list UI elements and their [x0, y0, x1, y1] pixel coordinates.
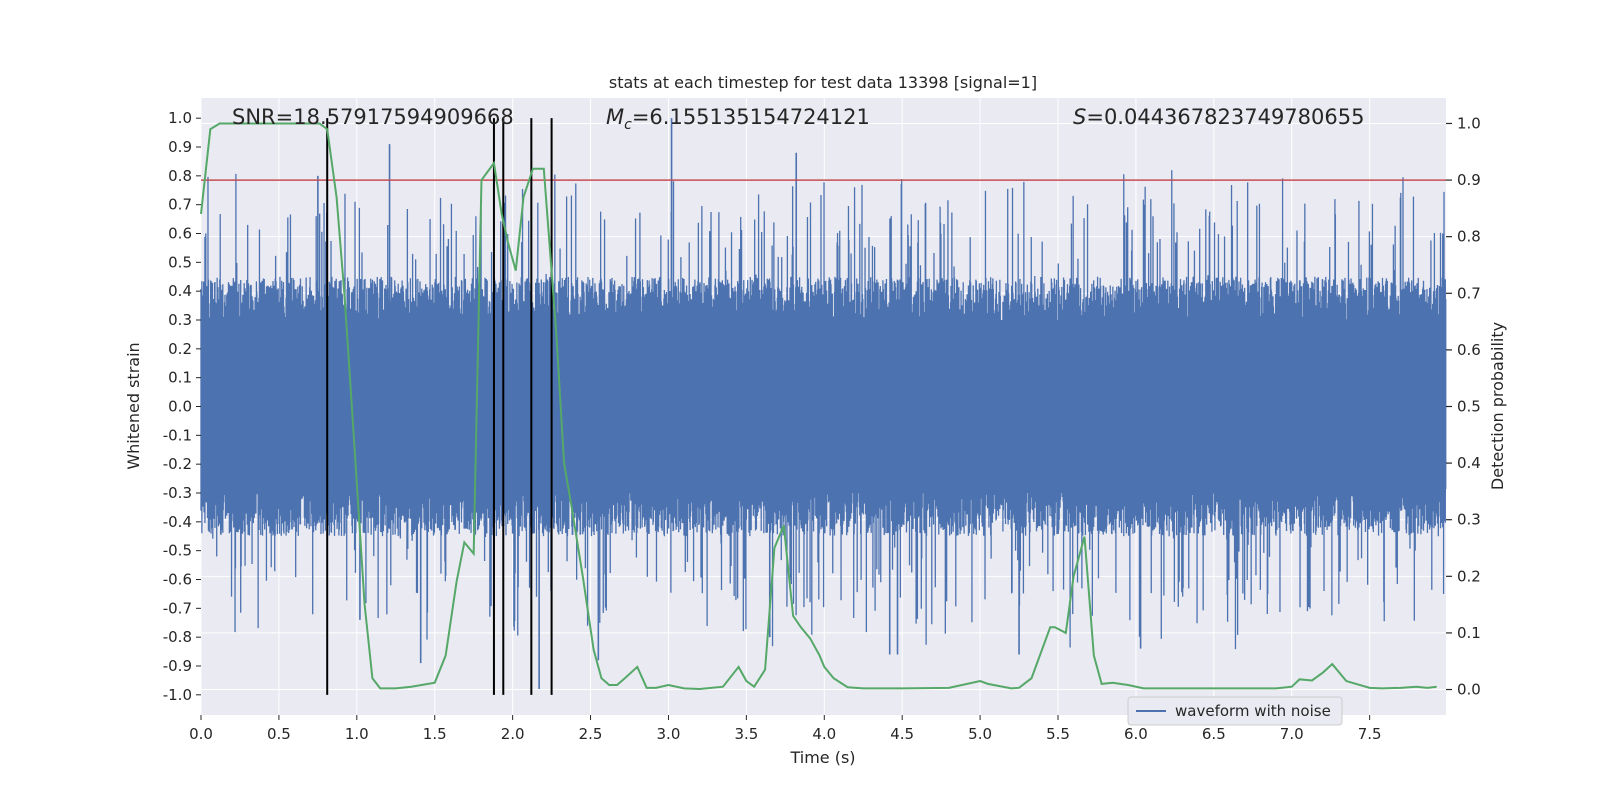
y-tick-label: 0.0 [168, 398, 192, 416]
y-tick-label: -0.6 [163, 570, 192, 588]
y2-tick-label: 0.0 [1457, 681, 1481, 699]
x-tick-label: 4.0 [812, 725, 836, 743]
y2-tick-label: 0.4 [1457, 454, 1481, 472]
x-tick-label: 2.0 [501, 725, 525, 743]
y-tick-label: 0.2 [168, 340, 192, 358]
x-tick-label: 1.0 [345, 725, 369, 743]
y-tick-label: -1.0 [163, 686, 192, 704]
y-tick-label: -0.3 [163, 484, 192, 502]
x-tick-label: 7.0 [1280, 725, 1304, 743]
y2-tick-label: 0.2 [1457, 567, 1481, 585]
y-axis-ticks: -1.0 -0.9 -0.8 -0.7 -0.6 -0.5 -0.4 -0.3 -0.2 -0.1… [163, 109, 201, 704]
y2-tick-label: 0.3 [1457, 511, 1481, 529]
y2-tick-label: 0.8 [1457, 228, 1481, 246]
waveform-series [200, 170, 1447, 650]
waveform-core-band [201, 320, 1446, 493]
chirp-mass-subscript: c [624, 117, 632, 133]
x-tick-label: 0.5 [267, 725, 291, 743]
legend: waveform with noise [1127, 696, 1343, 726]
s-symbol: S [1073, 105, 1086, 129]
y-tick-label: -0.4 [163, 513, 192, 531]
x-tick-label: 5.5 [1046, 725, 1070, 743]
y-tick-label: -0.8 [163, 628, 192, 646]
y2-tick-label: 0.7 [1457, 284, 1481, 302]
s-value: =0.044367823749780655 [1086, 105, 1364, 129]
snr-annotation: SNR=18.57917594909668 [232, 105, 514, 129]
y2-tick-label: 0.1 [1457, 624, 1481, 642]
y2-axis-label: Detection probability [1488, 322, 1507, 490]
x-tick-label: 7.5 [1358, 725, 1382, 743]
x-tick-label: 6.0 [1124, 725, 1148, 743]
y-tick-label: 0.5 [168, 253, 192, 271]
y2-tick-label: 1.0 [1457, 114, 1481, 132]
x-tick-label: 6.5 [1202, 725, 1226, 743]
event-markers [326, 118, 553, 695]
y-axis-label: Whitened strain [124, 342, 143, 469]
detection-probability-line [200, 122, 1437, 690]
y2-tick-label: 0.9 [1457, 171, 1481, 189]
x-tick-label: 2.5 [579, 725, 603, 743]
x-tick-label: 1.5 [423, 725, 447, 743]
y-tick-label: -0.5 [163, 542, 192, 560]
x-axis-label: Time (s) [789, 748, 855, 767]
y-tick-label: 0.3 [168, 311, 192, 329]
y-tick-label: 0.7 [168, 196, 192, 214]
y2-axis-ticks: 0.0 0.1 0.2 0.3 0.4 0.5 0.6 0.7 0.8 0.9 1.0 [1446, 114, 1481, 699]
y-tick-label: 0.9 [168, 138, 192, 156]
y-tick-label: 0.4 [168, 282, 192, 300]
y-tick-label: 0.8 [168, 167, 192, 185]
y2-tick-label: 0.6 [1457, 341, 1481, 359]
y-tick-label: 0.1 [168, 369, 192, 387]
chart-title: stats at each timestep for test data 133… [609, 73, 1037, 92]
y2-tick-label: 0.5 [1457, 398, 1481, 416]
y-tick-label: -0.1 [163, 426, 192, 444]
legend-label: waveform with noise [1175, 702, 1331, 720]
y-tick-label: -0.2 [163, 455, 192, 473]
x-tick-label: 5.0 [968, 725, 992, 743]
y-tick-label: -0.9 [163, 657, 192, 675]
x-tick-label: 3.5 [734, 725, 758, 743]
x-tick-label: 4.5 [890, 725, 914, 743]
x-axis-ticks: 0.0 0.5 1.0 1.5 2.0 2.5 3.0 3.5 4.0 4.5 5.0 5.5 6.0 6… [189, 715, 1382, 743]
chirp-mass-value: =6.155135154724121 [632, 105, 870, 129]
x-tick-label: 0.0 [189, 725, 213, 743]
y-tick-label: 0.6 [168, 225, 192, 243]
chirp-mass-annotation: Mc=6.155135154724121 [606, 105, 870, 133]
y-tick-label: 1.0 [168, 109, 192, 127]
legend-box [1127, 696, 1343, 726]
y-tick-label: -0.7 [163, 599, 192, 617]
s-annotation: S=0.044367823749780655 [1073, 105, 1364, 129]
x-tick-label: 3.0 [657, 725, 681, 743]
chirp-mass-symbol: M [606, 105, 624, 129]
